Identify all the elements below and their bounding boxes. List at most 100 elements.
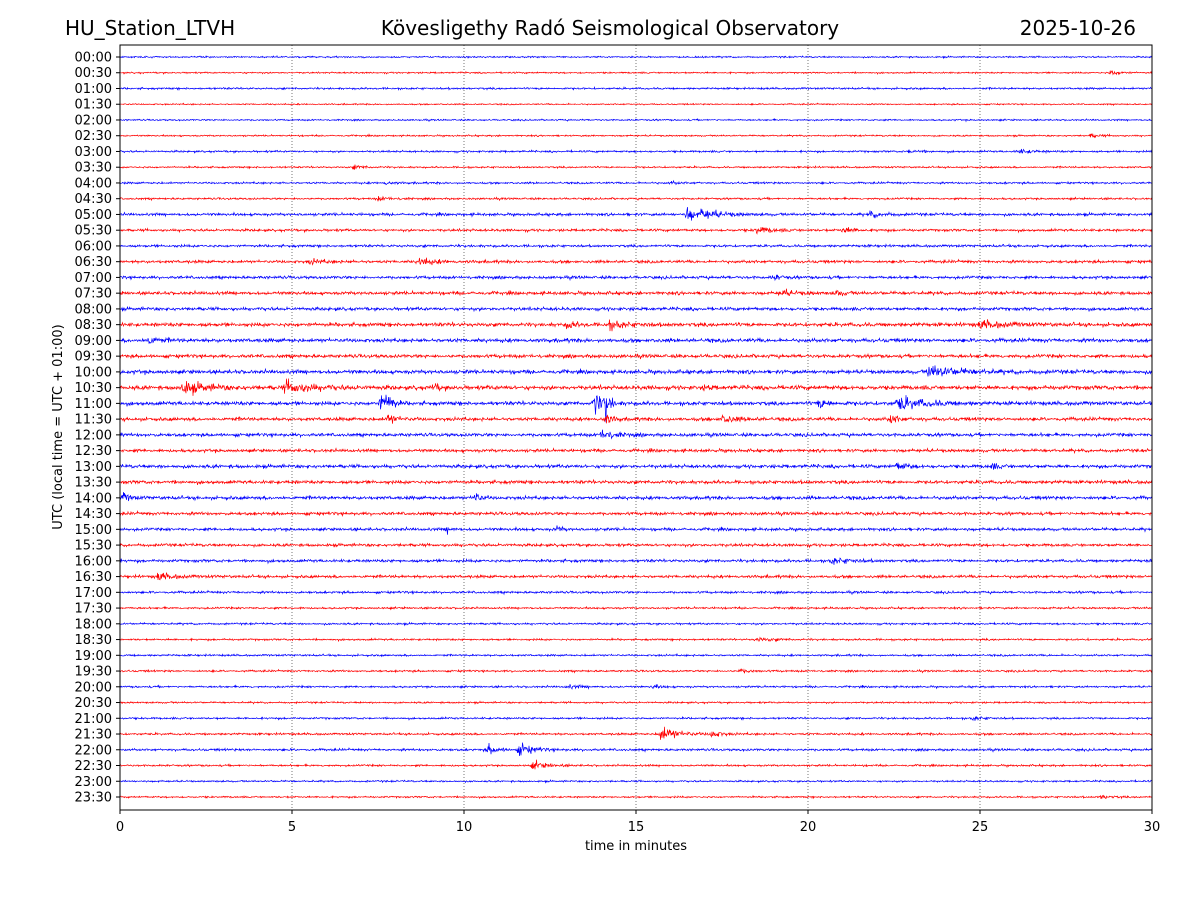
trace-1700 — [119, 589, 1153, 596]
trace-1600 — [119, 557, 1153, 565]
x-axis-label: time in minutes — [585, 839, 687, 854]
trace-1330 — [119, 478, 1153, 486]
y-tick-label: 12:00 — [75, 428, 112, 443]
y-tick-label: 17:30 — [75, 602, 112, 617]
trace-0930 — [119, 352, 1153, 360]
y-tick-label: 05:00 — [75, 208, 112, 223]
trace-0200 — [119, 117, 1153, 123]
y-tick-label: 21:00 — [75, 712, 112, 727]
date-title: 2025-10-26 — [1020, 16, 1136, 40]
trace-2230 — [119, 759, 1153, 770]
grid-lines — [291, 45, 981, 810]
trace-1930 — [119, 668, 1153, 674]
trace-2330 — [120, 794, 1153, 800]
y-tick-label: 14:30 — [75, 507, 112, 522]
trace-0830 — [119, 319, 1153, 332]
trace-1100 — [119, 394, 1153, 423]
y-tick-label: 11:00 — [75, 397, 112, 412]
y-tick-label: 03:00 — [75, 145, 112, 160]
y-tick-label: 22:30 — [75, 759, 112, 774]
y-tick-label: 07:00 — [75, 271, 112, 286]
x-tick-label: 20 — [800, 820, 817, 835]
x-tick-label: 30 — [1144, 820, 1161, 835]
trace-1000 — [119, 365, 1153, 377]
y-tick-label: 20:30 — [75, 696, 112, 711]
y-tick-label: 15:30 — [75, 539, 112, 554]
trace-2100 — [119, 715, 1153, 722]
x-tick-label: 25 — [972, 820, 989, 835]
trace-2130 — [119, 726, 1153, 740]
trace-2000 — [119, 684, 1153, 690]
trace-1800 — [119, 621, 1153, 627]
y-tick-label: 19:00 — [75, 649, 112, 664]
y-tick-label: 01:30 — [75, 98, 112, 113]
trace-1430 — [119, 510, 1153, 517]
trace-1400 — [119, 491, 1153, 502]
y-tick-label: 00:00 — [75, 51, 112, 66]
trace-0430 — [119, 195, 1153, 202]
y-tick-label: 07:30 — [75, 287, 112, 302]
y-tick-label: 10:00 — [75, 365, 112, 380]
y-tick-label: 19:30 — [75, 665, 112, 680]
trace-0030 — [119, 69, 1153, 76]
trace-0700 — [119, 274, 1153, 282]
y-tick-label: 09:30 — [75, 350, 112, 365]
y-tick-label: 13:30 — [75, 476, 112, 491]
trace-0000 — [120, 55, 1153, 60]
trace-1030 — [119, 378, 1153, 396]
trace-0300 — [119, 148, 1153, 155]
y-tick-label: 13:00 — [75, 460, 112, 475]
trace-0130 — [120, 102, 1153, 107]
y-tick-label: 04:00 — [75, 176, 112, 191]
y-tick-label: 12:30 — [75, 444, 112, 459]
y-tick-label: 20:00 — [75, 680, 112, 695]
trace-1300 — [119, 462, 1153, 470]
y-tick-label: 10:30 — [75, 381, 112, 396]
trace-2030 — [119, 700, 1153, 706]
y-tick-label: 11:30 — [75, 413, 112, 428]
y-tick-label: 21:30 — [75, 728, 112, 743]
y-tick-label: 08:30 — [75, 318, 112, 333]
trace-0800 — [119, 305, 1153, 313]
station-title: HU_Station_LTVH — [65, 16, 235, 40]
y-tick-label: 16:00 — [75, 554, 112, 569]
x-tick-label: 10 — [456, 820, 473, 835]
trace-0230 — [119, 132, 1153, 139]
y-tick-label: 02:00 — [75, 113, 112, 128]
trace-0630 — [119, 257, 1153, 266]
y-tick-label: 22:00 — [75, 743, 112, 758]
x-axis: 0 5 10 15 20 25 30 — [116, 810, 1160, 835]
trace-2200 — [119, 742, 1153, 757]
x-tick-label: 0 — [116, 820, 124, 835]
y-tick-label: 23:00 — [75, 775, 112, 790]
y-tick-label: 15:00 — [75, 523, 112, 538]
trace-1230 — [119, 447, 1153, 455]
trace-0730 — [119, 288, 1153, 297]
trace-1130 — [119, 414, 1153, 424]
trace-1830 — [119, 636, 1153, 643]
trace-2300 — [119, 778, 1153, 784]
y-tick-label: 03:30 — [75, 161, 112, 176]
y-tick-label: 17:00 — [75, 586, 112, 601]
y-tick-label: 06:00 — [75, 239, 112, 254]
trace-1500 — [119, 525, 1153, 535]
y-tick-label: 01:00 — [75, 82, 112, 97]
trace-1200 — [119, 429, 1153, 440]
trace-0100 — [119, 86, 1152, 91]
y-tick-label: 23:30 — [75, 791, 112, 806]
trace-0600 — [119, 243, 1153, 249]
trace-1900 — [119, 652, 1153, 658]
trace-0400 — [119, 179, 1153, 186]
y-axis: 00:0000:3001:0001:3002:0002:3003:0003:30… — [75, 51, 120, 806]
trace-1730 — [119, 605, 1153, 611]
y-tick-label: 00:30 — [75, 66, 112, 81]
observatory-title: Kövesligethy Radó Seismological Observat… — [381, 16, 839, 40]
trace-0500 — [119, 207, 1153, 221]
trace-1530 — [119, 541, 1153, 549]
traces — [119, 55, 1153, 800]
trace-0900 — [119, 336, 1153, 345]
y-tick-label: 05:30 — [75, 224, 112, 239]
y-tick-label: 14:00 — [75, 491, 112, 506]
y-tick-label: 06:30 — [75, 255, 112, 270]
